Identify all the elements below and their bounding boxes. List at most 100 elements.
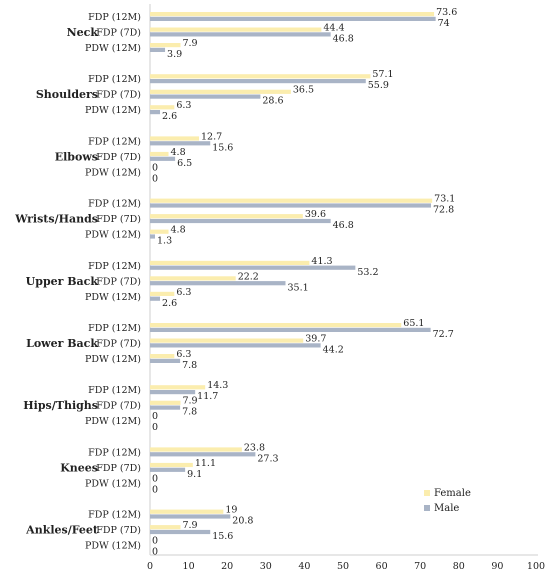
x-tick-label: 90 bbox=[491, 561, 503, 572]
bar-female bbox=[150, 400, 181, 405]
data-label-male: 53.2 bbox=[357, 267, 378, 278]
bar-female bbox=[150, 151, 169, 157]
bar-female bbox=[150, 12, 435, 17]
data-label-female: 0 bbox=[152, 536, 158, 547]
group-label: Hips/Thighs bbox=[23, 399, 98, 412]
data-label-female: 0 bbox=[152, 411, 158, 422]
group-label: Shoulders bbox=[36, 88, 98, 101]
data-label-female: 39.6 bbox=[305, 209, 326, 220]
bar-male bbox=[150, 203, 432, 208]
data-label-female: 57.1 bbox=[372, 69, 393, 80]
bar-male bbox=[150, 156, 176, 161]
x-tick-label: 30 bbox=[260, 561, 272, 572]
data-label-female: 14.3 bbox=[207, 380, 228, 391]
x-tick-label: 80 bbox=[453, 561, 465, 572]
bar-male bbox=[150, 529, 211, 535]
data-label-male: 74 bbox=[438, 18, 450, 29]
data-label-female: 19 bbox=[225, 505, 237, 516]
data-label-female: 4.8 bbox=[171, 225, 186, 236]
x-tick-label: 0 bbox=[147, 561, 153, 572]
subcategory-label: FDP (7D) bbox=[96, 525, 141, 536]
bar-male bbox=[150, 343, 321, 348]
subcategory-label: FDP (12M) bbox=[88, 447, 141, 458]
legend-label-female: Female bbox=[434, 488, 471, 499]
subcategory-label: FDP (7D) bbox=[96, 214, 141, 225]
subcategory-label: FDP (12M) bbox=[88, 199, 141, 210]
data-label-male: 9.1 bbox=[187, 469, 202, 480]
subcategory-label: PDW (12M) bbox=[85, 105, 141, 116]
bar-female bbox=[150, 105, 175, 110]
data-label-male: 55.9 bbox=[368, 80, 389, 91]
subcategory-label: PDW (12M) bbox=[85, 354, 141, 365]
data-label-male: 1.3 bbox=[157, 236, 172, 247]
group-label: Upper Back bbox=[26, 275, 99, 288]
bar-female bbox=[150, 27, 322, 32]
data-label-female: 4.8 bbox=[171, 147, 186, 158]
subcategory-label: FDP (7D) bbox=[96, 463, 141, 474]
data-label-male: 6.5 bbox=[177, 158, 192, 169]
subcategory-label: PDW (12M) bbox=[85, 43, 141, 54]
bar-male bbox=[150, 141, 211, 146]
data-label-female: 44.4 bbox=[323, 23, 344, 34]
bar-female bbox=[150, 291, 175, 296]
subcategory-label: FDP (12M) bbox=[88, 74, 141, 85]
bar-male bbox=[150, 405, 181, 410]
data-label-male: 28.6 bbox=[262, 96, 283, 107]
data-label-male: 11.7 bbox=[197, 391, 218, 402]
bar-female bbox=[150, 525, 181, 530]
bar-male bbox=[150, 47, 166, 52]
subcategory-label: FDP (7D) bbox=[96, 276, 141, 287]
data-label-male: 7.8 bbox=[182, 360, 197, 371]
legend-label-male: Male bbox=[434, 503, 459, 514]
data-label-female: 0 bbox=[152, 162, 158, 173]
subcategory-label: FDP (12M) bbox=[88, 510, 141, 521]
subcategory-label: FDP (7D) bbox=[96, 28, 141, 39]
data-label-female: 0 bbox=[152, 473, 158, 484]
subcategory-label: FDP (7D) bbox=[96, 90, 141, 101]
subcategory-label: PDW (12M) bbox=[85, 167, 141, 178]
data-label-female: 36.5 bbox=[293, 85, 314, 96]
bar-male bbox=[150, 218, 331, 224]
bar-male bbox=[150, 79, 366, 84]
bar-female bbox=[150, 43, 181, 48]
data-label-female: 23.8 bbox=[244, 442, 265, 453]
x-tick-label: 40 bbox=[298, 561, 310, 572]
bar-male bbox=[150, 32, 331, 37]
data-label-male: 3.9 bbox=[167, 49, 182, 60]
bar-female bbox=[150, 214, 303, 219]
data-label-female: 12.7 bbox=[201, 131, 222, 142]
legend-swatch-female bbox=[424, 490, 430, 496]
group-label: Neck bbox=[67, 26, 99, 39]
data-label-male: 2.6 bbox=[162, 298, 177, 309]
bar-male bbox=[150, 327, 431, 332]
data-label-male: 72.7 bbox=[433, 329, 454, 340]
bar-female bbox=[150, 276, 236, 281]
subcategory-label: FDP (12M) bbox=[88, 136, 141, 147]
group-label: Wrists/Hands bbox=[14, 213, 98, 226]
bar-female bbox=[150, 74, 371, 79]
bar-male bbox=[150, 467, 186, 472]
subcategory-label: PDW (12M) bbox=[85, 541, 141, 552]
bar-female bbox=[150, 229, 169, 234]
bar-female bbox=[150, 447, 242, 452]
bar-male bbox=[150, 390, 196, 395]
subcategory-label: FDP (7D) bbox=[96, 339, 141, 350]
bar-male bbox=[150, 16, 436, 21]
subcategory-label: FDP (12M) bbox=[88, 12, 141, 23]
data-label-female: 7.9 bbox=[182, 520, 197, 531]
bar-male bbox=[150, 234, 156, 239]
data-label-male: 0 bbox=[152, 173, 158, 184]
bar-male bbox=[150, 452, 256, 457]
bar-female bbox=[150, 198, 433, 203]
legend-swatch-male bbox=[424, 505, 430, 511]
bar-male bbox=[150, 265, 356, 270]
data-label-female: 6.3 bbox=[176, 287, 191, 298]
data-label-male: 46.8 bbox=[333, 220, 354, 231]
subcategory-label: PDW (12M) bbox=[85, 292, 141, 303]
bar-female bbox=[150, 385, 206, 390]
data-label-male: 0 bbox=[152, 547, 158, 558]
data-label-female: 11.1 bbox=[195, 458, 216, 469]
data-label-female: 73.6 bbox=[436, 7, 457, 18]
data-label-female: 7.9 bbox=[182, 396, 197, 407]
